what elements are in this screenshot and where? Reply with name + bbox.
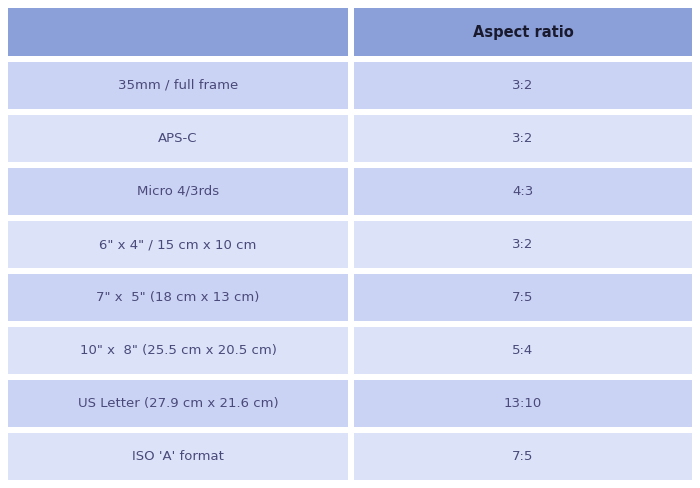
- Bar: [8, 62, 348, 109]
- Bar: [354, 115, 692, 162]
- Bar: [348, 168, 354, 215]
- Text: 7:5: 7:5: [512, 450, 533, 463]
- Text: 3:2: 3:2: [512, 79, 533, 92]
- Bar: [348, 433, 354, 480]
- Text: US Letter (27.9 cm x 21.6 cm): US Letter (27.9 cm x 21.6 cm): [78, 397, 279, 410]
- Bar: [354, 380, 692, 427]
- Text: 7" x  5" (18 cm x 13 cm): 7" x 5" (18 cm x 13 cm): [97, 291, 260, 304]
- Bar: [8, 274, 348, 321]
- Bar: [354, 168, 692, 215]
- Text: ISO 'A' format: ISO 'A' format: [132, 450, 224, 463]
- Bar: [8, 115, 348, 162]
- Text: APS-C: APS-C: [158, 132, 197, 145]
- Text: 7:5: 7:5: [512, 291, 533, 304]
- Bar: [354, 327, 692, 374]
- Text: 13:10: 13:10: [504, 397, 542, 410]
- Bar: [8, 327, 348, 374]
- Bar: [348, 380, 354, 427]
- Text: 10" x  8" (25.5 cm x 20.5 cm): 10" x 8" (25.5 cm x 20.5 cm): [80, 344, 276, 357]
- Bar: [354, 433, 692, 480]
- Bar: [8, 433, 348, 480]
- Bar: [8, 168, 348, 215]
- Text: 6" x 4" / 15 cm x 10 cm: 6" x 4" / 15 cm x 10 cm: [99, 238, 257, 251]
- Text: 4:3: 4:3: [512, 185, 533, 198]
- Bar: [348, 274, 354, 321]
- Text: Aspect ratio: Aspect ratio: [473, 24, 573, 40]
- Text: 3:2: 3:2: [512, 238, 533, 251]
- Bar: [354, 274, 692, 321]
- Text: 5:4: 5:4: [512, 344, 533, 357]
- Text: Micro 4/3rds: Micro 4/3rds: [137, 185, 219, 198]
- Bar: [348, 327, 354, 374]
- Bar: [348, 8, 354, 56]
- Text: 3:2: 3:2: [512, 132, 533, 145]
- Bar: [348, 221, 354, 268]
- Bar: [354, 62, 692, 109]
- Bar: [8, 221, 348, 268]
- Text: 35mm / full frame: 35mm / full frame: [118, 79, 238, 92]
- Bar: [348, 62, 354, 109]
- Bar: [354, 221, 692, 268]
- Bar: [348, 115, 354, 162]
- Bar: [8, 8, 692, 56]
- Bar: [8, 380, 348, 427]
